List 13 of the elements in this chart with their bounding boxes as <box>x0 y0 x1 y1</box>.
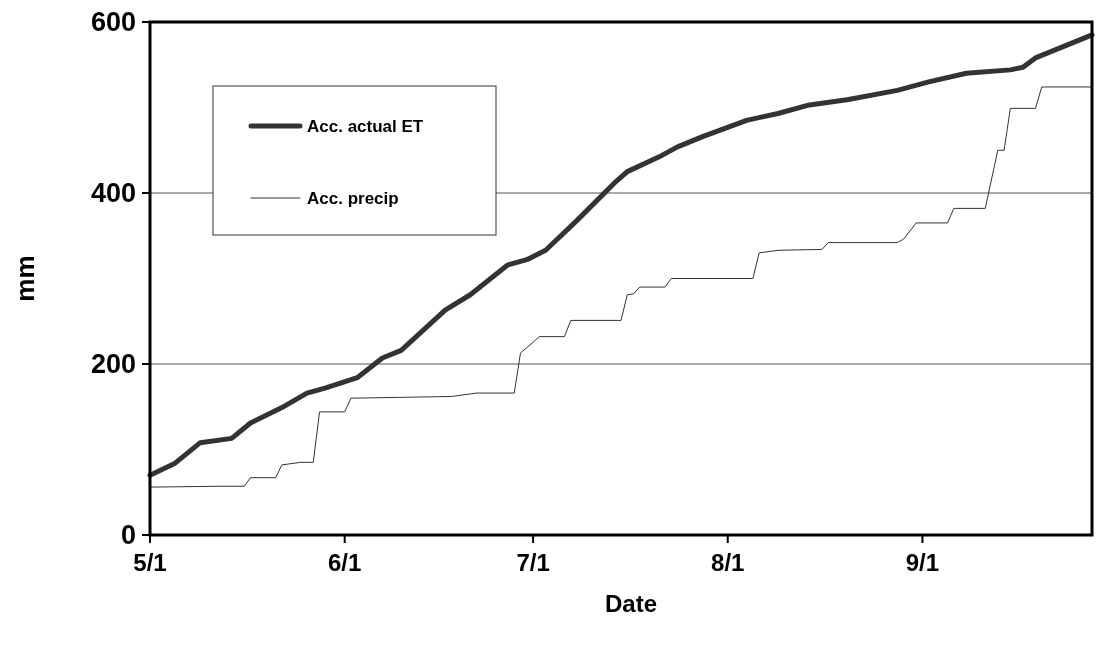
legend-label: Acc. actual ET <box>307 116 424 136</box>
x-tick-label: 6/1 <box>327 549 362 576</box>
y-tick-label: 200 <box>90 349 136 379</box>
y-axis-title: mm <box>10 255 40 302</box>
x-tick-label: 5/1 <box>133 549 167 576</box>
x-tick-label: 7/1 <box>516 549 550 576</box>
x-tick-label: 9/1 <box>905 549 940 576</box>
y-tick-label: 400 <box>90 178 136 208</box>
legend-label: Acc. precip <box>307 188 399 208</box>
y-tick-label: 600 <box>90 7 136 37</box>
x-tick-label: 8/1 <box>711 549 745 576</box>
y-tick-label: 0 <box>120 520 136 550</box>
x-axis-title: Date <box>604 590 658 617</box>
